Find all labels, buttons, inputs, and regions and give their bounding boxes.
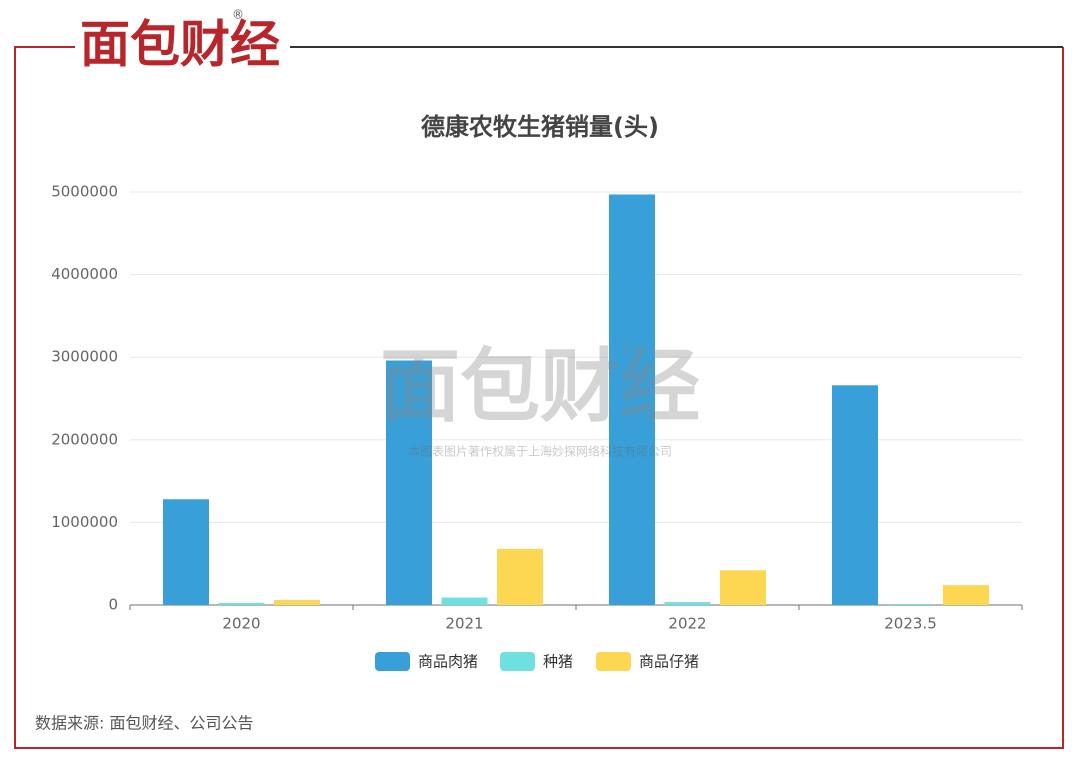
legend-swatch [596,652,631,671]
y-tick-label: 5000000 [51,183,118,201]
logo-mark: ® [232,8,244,22]
legend-label: 商品仔猪 [639,653,699,671]
x-tick-label: 2022 [668,615,706,633]
y-tick-label: 0 [108,596,118,614]
x-tick-label: 2023.5 [884,615,937,633]
bar [441,597,488,605]
bar [887,604,934,605]
watermark: 面包财经 ® 本图表图片著作权属于上海妙探网络科技有限公司 [380,340,700,459]
watermark-logo: 面包财经 [380,340,700,433]
x-tick-label: 2020 [222,615,260,633]
bar [720,570,766,605]
watermark-note: 本图表图片著作权属于上海妙探网络科技有限公司 [408,444,672,459]
plot: 0 1000000 2000000 3000000 4000000 5000000 2020… [51,183,1023,671]
legend-label: 商品肉猪 [418,653,478,671]
bar [832,385,878,605]
bar [943,585,989,605]
legend-swatch [375,652,410,671]
frame [14,46,1064,749]
logo: 面包财经 [80,16,280,74]
source: 数据来源: 面包财经、公司公告 [35,714,253,733]
y-tick-label: 4000000 [51,265,118,283]
bar [218,602,265,605]
legend-swatch [500,652,535,671]
watermark-mark: ® [620,342,634,358]
bar [497,548,543,605]
chart-title: 德康农牧生猪销量(头) [421,113,659,141]
y-tick-label: 3000000 [51,348,118,366]
y-tick-label: 1000000 [51,513,118,531]
y-tick-label: 2000000 [51,430,118,448]
bar [664,602,711,605]
legend-label: 种猪 [543,653,573,671]
bar [274,600,320,605]
x-tick-label: 2021 [445,615,483,633]
bar [609,194,655,605]
bar [163,499,209,605]
bar [386,360,432,605]
